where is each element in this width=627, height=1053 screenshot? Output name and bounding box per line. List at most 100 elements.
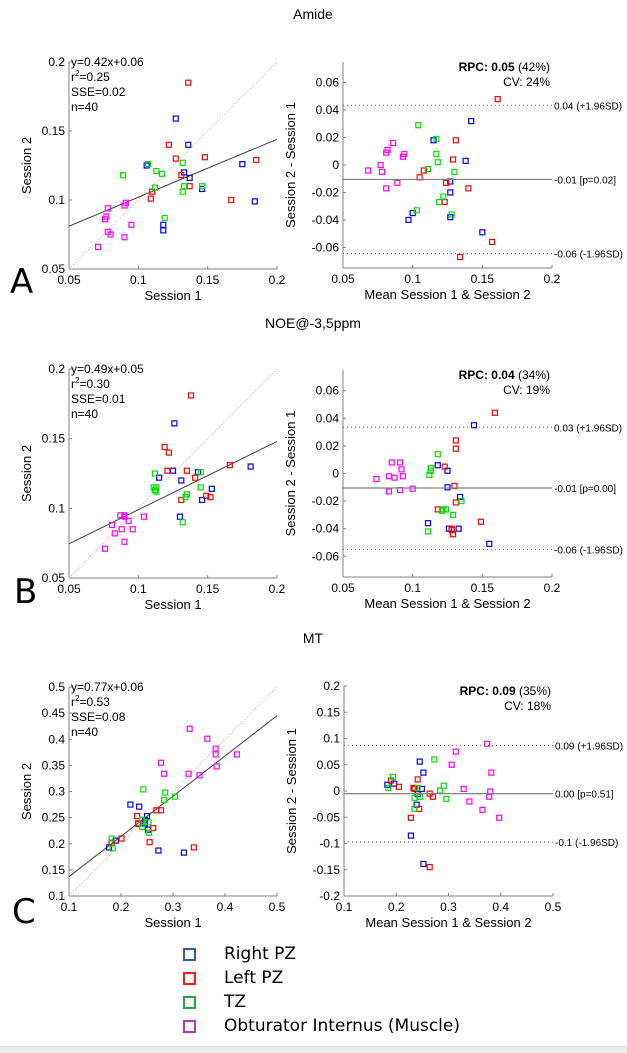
data-point — [479, 806, 486, 814]
data-point — [161, 796, 168, 803]
data-point — [128, 221, 135, 228]
data-point — [488, 769, 495, 776]
data-point — [147, 195, 154, 202]
data-point — [383, 185, 390, 192]
data-point — [491, 409, 498, 416]
data-point — [121, 538, 128, 545]
data-point — [197, 484, 204, 491]
data-point — [183, 467, 190, 474]
y-tick-label: 0.1 — [48, 193, 65, 207]
data-point — [407, 832, 414, 839]
data-point — [437, 787, 444, 794]
data-point — [196, 772, 203, 779]
data-point — [108, 521, 116, 529]
data-point — [153, 167, 160, 175]
y-tick-label: 0.3 — [48, 785, 65, 799]
x-axis-label: Mean Session 1 & Session 2 — [364, 287, 530, 302]
y-axis-label: Session 2 - Session 1 — [284, 728, 299, 854]
data-point — [452, 499, 459, 506]
cv-annotation: CV: 24% — [503, 75, 550, 89]
data-point — [411, 785, 418, 792]
rpc-annotation: RPC: 0.05 (42%) — [459, 60, 550, 74]
data-point — [486, 793, 493, 800]
data-point — [171, 793, 179, 800]
data-point — [429, 793, 436, 800]
y-axis-label: Session 2 — [19, 137, 34, 194]
data-point — [117, 512, 124, 519]
data-point — [443, 795, 450, 802]
x-tick-label: 0.5 — [545, 900, 562, 914]
data-point — [164, 467, 171, 474]
data-point — [398, 466, 405, 473]
data-point — [136, 803, 143, 810]
data-point — [140, 513, 147, 520]
data-point — [468, 117, 475, 125]
x-tick-label: 0.4 — [492, 900, 509, 914]
legend: Right PZ Left PZ TZ Obturator Internus (… — [180, 942, 460, 1038]
data-point — [157, 759, 165, 766]
y-tick-label: 0 — [332, 467, 339, 481]
lower-loa-label: -0.1 (-1.96SD) — [555, 838, 618, 849]
panel-title-mt: MT — [302, 630, 324, 646]
legend-item-right-pz: Right PZ — [180, 942, 460, 966]
y-tick-label: -0.02 — [312, 494, 340, 508]
x-tick-label: 0.15 — [471, 581, 495, 595]
data-point — [121, 234, 128, 241]
data-point — [466, 798, 473, 805]
data-point — [251, 198, 258, 205]
data-point — [448, 526, 455, 534]
data-point — [134, 812, 141, 820]
data-point — [405, 216, 412, 224]
data-point — [143, 162, 150, 169]
x-tick-label: 0.15 — [196, 273, 220, 287]
data-point — [394, 179, 401, 186]
x-tick-label: 0.05 — [331, 581, 355, 595]
data-point — [108, 835, 115, 842]
data-point — [121, 512, 128, 519]
data-point — [411, 805, 418, 812]
y-axis-label: Session 2 - Session 1 — [283, 411, 298, 537]
y-tick-label: 0.2 — [323, 679, 340, 693]
data-point — [415, 122, 422, 129]
data-point — [197, 469, 204, 476]
y-tick-label: 0.02 — [316, 131, 340, 145]
fit-annotation: SSE=0.01 — [71, 392, 126, 406]
legend-item-tz: TZ — [180, 990, 460, 1014]
data-point — [228, 196, 235, 204]
data-point — [377, 161, 384, 169]
data-point — [438, 507, 446, 514]
y-tick-label: 0.04 — [316, 103, 340, 117]
y-tick-label: 0.2 — [48, 55, 65, 69]
x-tick-label: 0.5 — [269, 900, 286, 914]
data-point — [118, 835, 125, 842]
data-point — [172, 115, 179, 122]
x-tick-label: 0.05 — [57, 582, 81, 596]
data-point — [169, 467, 177, 474]
data-point — [179, 519, 186, 526]
fit-annotation: SSE=0.08 — [71, 710, 126, 724]
data-point — [465, 185, 472, 192]
data-point — [253, 156, 260, 164]
plot-area — [69, 369, 277, 578]
data-point — [226, 462, 233, 469]
y-tick-label: 0 — [333, 784, 340, 798]
y-tick-label: 0.1 — [48, 889, 65, 903]
data-point — [470, 422, 478, 429]
data-point — [95, 243, 102, 251]
mean-difference-label: -0.01 [p=0.00] — [554, 484, 616, 495]
panel-letter-a: A — [10, 262, 34, 302]
data-point — [185, 79, 192, 86]
fit-annotation: r2=0.30 — [71, 376, 110, 391]
y-tick-label: 0.06 — [316, 384, 340, 398]
data-point — [172, 155, 179, 162]
bottom-strip — [0, 1046, 627, 1053]
data-point — [104, 205, 111, 212]
x-tick-label: 0.1 — [404, 272, 421, 286]
fit-annotation: n=40 — [71, 100, 98, 114]
data-point — [488, 238, 496, 246]
data-point — [434, 462, 441, 469]
data-point — [182, 494, 189, 501]
x-tick-label: 0.1 — [404, 581, 421, 595]
legend-label: TZ — [224, 992, 247, 1012]
